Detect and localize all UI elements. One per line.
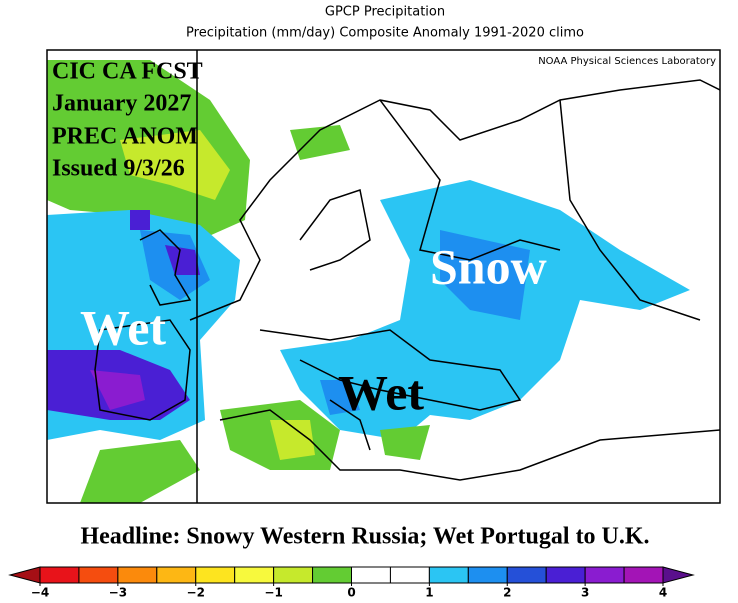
overlay-line: Issued 9/3/26	[52, 156, 185, 182]
colorbar-tick-label: 1	[425, 586, 433, 600]
colorbar-segment	[312, 566, 352, 584]
colorbar-tick-label: −4	[31, 586, 49, 600]
colorbar-segment	[506, 566, 547, 584]
credit: NOAA Physical Sciences Laboratory	[538, 56, 716, 67]
colorbar-low	[8, 566, 41, 584]
subtitle: Precipitation (mm/day) Composite Anomaly…	[186, 26, 584, 41]
colorbar-high	[662, 566, 695, 584]
colorbar-segment	[195, 566, 236, 584]
colorbar-segment	[467, 566, 508, 584]
region-label: Snow	[430, 238, 547, 294]
region-label: Wet	[80, 299, 166, 355]
colorbar-segment	[623, 566, 664, 584]
overlay-line: PREC ANOM	[52, 124, 198, 150]
colorbar-segment	[156, 566, 197, 584]
colorbar-segment	[273, 566, 314, 584]
colorbar-segment	[39, 566, 80, 584]
map	[47, 50, 720, 503]
colorbar-segment	[234, 566, 275, 584]
colorbar-segment	[545, 566, 586, 584]
colorbar-tick-label: 3	[581, 586, 589, 600]
region-label: Wet	[338, 364, 424, 420]
colorbar-segment	[428, 566, 469, 584]
map-frame	[46, 49, 721, 504]
headline: Headline: Snowy Western Russia; Wet Port…	[80, 524, 649, 550]
colorbar-tick-label: 2	[503, 586, 511, 600]
colorbar-segment	[351, 566, 391, 584]
colorbar-tick-label: 0	[347, 586, 355, 600]
colorbar-tick-label: −3	[109, 586, 127, 600]
colorbar-tick-label: 4	[659, 586, 667, 600]
colorbar-segment	[117, 566, 158, 584]
colorbar-tick-label: −1	[264, 586, 282, 600]
overlay-line: CIC CA FCST	[52, 59, 203, 85]
overlay-line: January 2027	[52, 91, 191, 117]
colorbar-tick-label: −2	[187, 586, 205, 600]
colorbar-segment	[584, 566, 625, 584]
title: GPCP Precipitation	[325, 5, 445, 20]
colorbar-segment	[389, 566, 430, 584]
colorbar: −4 −3 −2 −1 0 1 2 3 4	[8, 566, 695, 600]
colorbar-segment	[78, 566, 119, 584]
